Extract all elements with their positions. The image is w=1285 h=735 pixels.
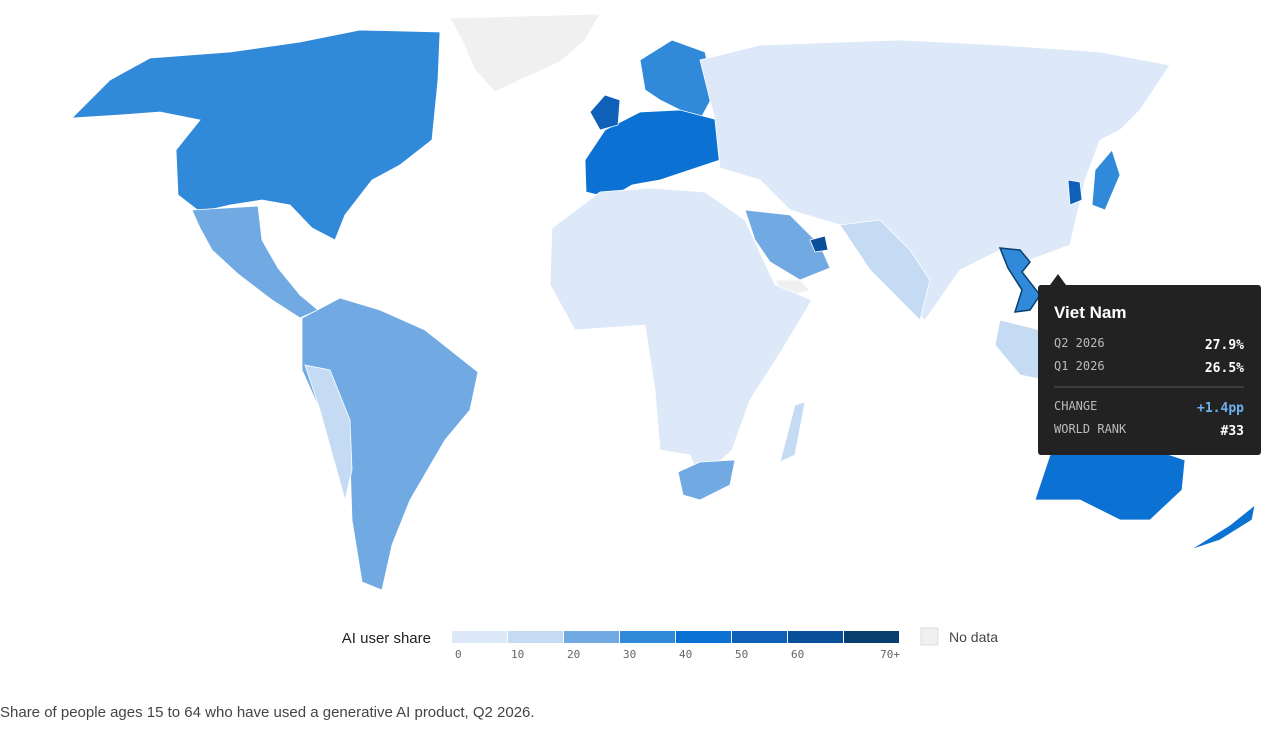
madagascar <box>779 401 806 463</box>
legend-swatch <box>676 631 731 643</box>
africa <box>549 187 813 481</box>
caption: Share of people ages 15 to 64 who have u… <box>0 704 535 721</box>
legend-swatch <box>732 631 787 643</box>
tooltip-box <box>1038 285 1261 455</box>
south-america <box>301 297 479 591</box>
legend-tick-label: 70+ <box>880 648 900 661</box>
legend-swatch <box>844 631 899 643</box>
countries <box>70 13 1256 591</box>
tooltip-value: 27.9% <box>1205 338 1244 353</box>
new-zealand <box>1189 504 1256 551</box>
south-africa <box>677 459 736 501</box>
russia-asia <box>699 39 1171 321</box>
legend-tick-label: 30 <box>623 648 636 661</box>
tooltip-label: WORLD RANK <box>1054 422 1127 436</box>
uk <box>589 94 621 131</box>
mexico-central-america <box>191 205 319 319</box>
legend-tick-label: 0 <box>455 648 462 661</box>
tooltip-value: #33 <box>1221 424 1244 439</box>
tooltip-value: 26.5% <box>1205 361 1244 376</box>
tooltip-label: CHANGE <box>1054 399 1097 413</box>
korea <box>1067 179 1083 206</box>
legend: AI user share No data 0 10 20 30 40 50 60 70+ <box>342 627 998 661</box>
legend-tick-label: 50 <box>735 648 748 661</box>
legend-tick-label: 60 <box>791 648 804 661</box>
greenland <box>449 13 601 93</box>
europe-north <box>639 39 716 121</box>
uae <box>809 235 829 253</box>
tooltip-label: Q1 2026 <box>1054 359 1105 373</box>
legend-swatch <box>788 631 843 643</box>
andes <box>304 364 353 501</box>
legend-tick-label: 20 <box>567 648 580 661</box>
north-america <box>70 29 441 241</box>
legend-title: AI user share <box>342 630 431 647</box>
vietnam <box>998 247 1041 313</box>
tooltip-label: Q2 2026 <box>1054 336 1105 350</box>
saudi-arabia <box>744 209 831 281</box>
japan <box>1091 149 1121 211</box>
legend-tick-label: 40 <box>679 648 692 661</box>
tooltip-pointer <box>1050 274 1066 285</box>
south-asia <box>839 219 931 321</box>
tooltip-title: Viet Nam <box>1054 303 1126 322</box>
legend-swatch <box>508 631 563 643</box>
legend-swatch <box>620 631 675 643</box>
tooltip: Viet Nam Q2 2026 27.9% Q1 2026 26.5% CHA… <box>1038 274 1261 455</box>
legend-swatch <box>564 631 619 643</box>
tooltip-value: +1.4pp <box>1197 401 1244 416</box>
no-data-label: No data <box>949 629 998 645</box>
no-data-swatch <box>920 627 939 646</box>
legend-swatch <box>452 631 507 643</box>
legend-tick-label: 10 <box>511 648 524 661</box>
